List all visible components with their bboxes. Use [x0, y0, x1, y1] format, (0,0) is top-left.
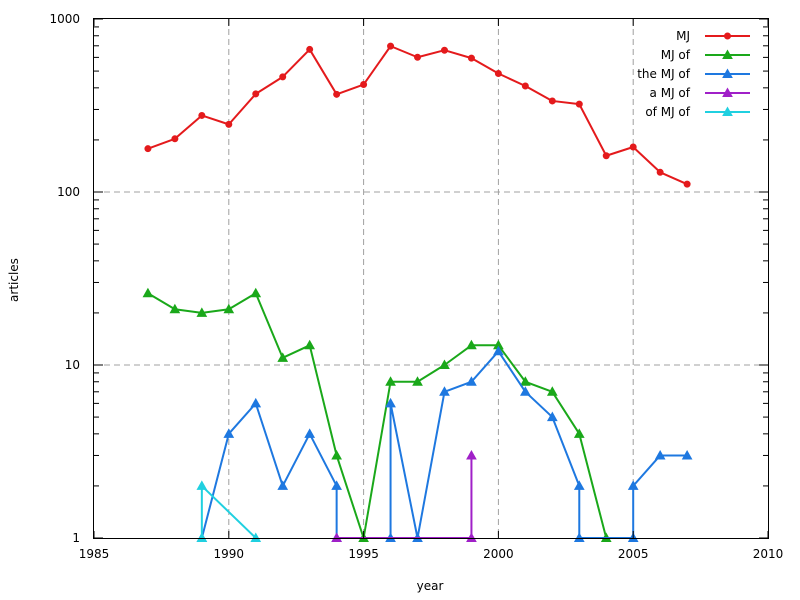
plot-frame: [93, 18, 769, 539]
data-point-mj-of: [573, 428, 585, 438]
axis-ticks: 1985 1990 1995 2000 2005 2010 1 10 100 1000: [49, 12, 783, 561]
data-point-mj-of: [520, 376, 531, 386]
data-point-mj-of: [385, 376, 396, 386]
data-point-mj: [602, 152, 610, 160]
series-mj-of: [142, 287, 612, 542]
legend: MJ MJ of the MJ of a MJ of of MJ of: [637, 29, 750, 119]
data-point-the-mj-of: [681, 449, 693, 460]
data-point-mj: [333, 90, 341, 98]
x-tick-label: 2005: [618, 547, 649, 561]
data-point-the-mj-of: [385, 397, 396, 408]
data-point-mj: [683, 180, 691, 188]
data-point-mj: [225, 120, 233, 128]
x-tick-label: 1990: [214, 547, 245, 561]
data-point-mj: [467, 54, 475, 62]
legend-swatch-marker: [722, 49, 733, 59]
data-point-mj: [387, 42, 395, 50]
data-point-mj: [171, 135, 179, 143]
legend-label: MJ: [676, 29, 690, 43]
legend-entry-mj: MJ: [676, 29, 750, 43]
data-point-mj-of: [412, 376, 423, 386]
legend-swatch-marker: [722, 68, 733, 78]
data-point-mj: [548, 97, 556, 105]
legend-entry-mj-of: MJ of: [661, 48, 750, 62]
y-tick-label: 1: [72, 531, 80, 545]
series-a-mj-of: [331, 449, 477, 542]
data-point-the-mj-of: [466, 376, 477, 386]
data-point-mj: [656, 168, 664, 176]
data-point-mj: [521, 82, 529, 90]
x-tick-label: 1995: [348, 547, 379, 561]
data-point-the-mj-of: [493, 345, 504, 356]
legend-label: a MJ of: [650, 86, 691, 100]
grid-lines: [94, 19, 768, 538]
data-point-mj-of: [196, 307, 208, 317]
data-point-mj-of: [142, 287, 154, 298]
data-point-of-mj-of: [250, 532, 262, 542]
data-point-mj-of: [223, 303, 235, 314]
data-point-mj-of: [466, 339, 477, 350]
x-tick-label: 2000: [483, 547, 514, 561]
x-tick-label: 1985: [79, 547, 110, 561]
series-of-mj-of: [196, 480, 262, 542]
y-tick-label: 10: [65, 358, 80, 372]
legend-entry-the-mj-of: the MJ of: [637, 67, 750, 81]
series-the-mj-of: [196, 345, 693, 542]
data-point-of-mj-of: [196, 480, 208, 490]
data-point-mj: [252, 90, 260, 98]
data-point-the-mj-of: [331, 480, 342, 490]
data-point-mj: [144, 145, 152, 153]
series-layer: [142, 42, 693, 542]
series-mj: [144, 42, 691, 188]
x-axis-label: year: [417, 579, 444, 593]
data-point-the-mj-of: [250, 397, 262, 408]
data-point-mj-of: [439, 359, 450, 369]
data-point-the-mj-of: [304, 428, 316, 438]
data-point-mj: [629, 143, 637, 151]
data-point-the-mj-of: [439, 386, 450, 396]
data-point-mj-of: [169, 303, 181, 314]
data-point-the-mj-of: [573, 532, 585, 542]
legend-entry-a-mj-of: a MJ of: [650, 86, 750, 100]
data-point-mj: [198, 111, 206, 119]
data-point-mj: [494, 70, 502, 78]
x-tick-label: 2010: [753, 547, 784, 561]
data-point-the-mj-of: [277, 480, 289, 490]
y-tick-label: 100: [57, 185, 80, 199]
data-point-mj: [306, 45, 314, 53]
data-point-the-mj-of: [654, 449, 666, 460]
legend-swatch-marker: [722, 106, 733, 116]
data-point-mj: [360, 81, 368, 89]
y-axis-label: articles: [7, 258, 21, 302]
legend-swatch-marker: [724, 32, 731, 40]
legend-label: MJ of: [661, 48, 691, 62]
data-point-the-mj-of: [546, 411, 558, 422]
legend-label: the MJ of: [637, 67, 691, 81]
legend-entry-of-mj-of: of MJ of: [645, 105, 750, 119]
data-point-a-mj-of: [466, 532, 477, 542]
data-point-a-mj-of: [466, 449, 477, 460]
data-point-of-mj-of: [196, 532, 208, 542]
data-point-a-mj-of: [331, 532, 342, 542]
data-point-the-mj-of: [627, 480, 639, 490]
y-tick-label: 1000: [49, 12, 80, 26]
data-point-mj: [279, 73, 287, 81]
legend-swatch-marker: [722, 87, 733, 97]
data-point-mj-of: [277, 352, 289, 362]
data-point-mj-of: [250, 287, 262, 298]
data-point-the-mj-of: [520, 386, 531, 396]
series-line-the-mj-of: [200, 350, 688, 539]
data-point-mj: [440, 46, 448, 54]
legend-label: of MJ of: [645, 105, 690, 119]
data-point-mj-of: [546, 386, 558, 396]
series-line-mj-of: [147, 292, 608, 539]
data-point-mj: [414, 53, 422, 61]
data-point-mj-of: [304, 339, 316, 350]
data-point-the-mj-of: [223, 428, 235, 438]
data-point-mj-of: [331, 449, 342, 460]
data-point-mj: [575, 100, 583, 108]
data-point-the-mj-of: [573, 480, 585, 490]
